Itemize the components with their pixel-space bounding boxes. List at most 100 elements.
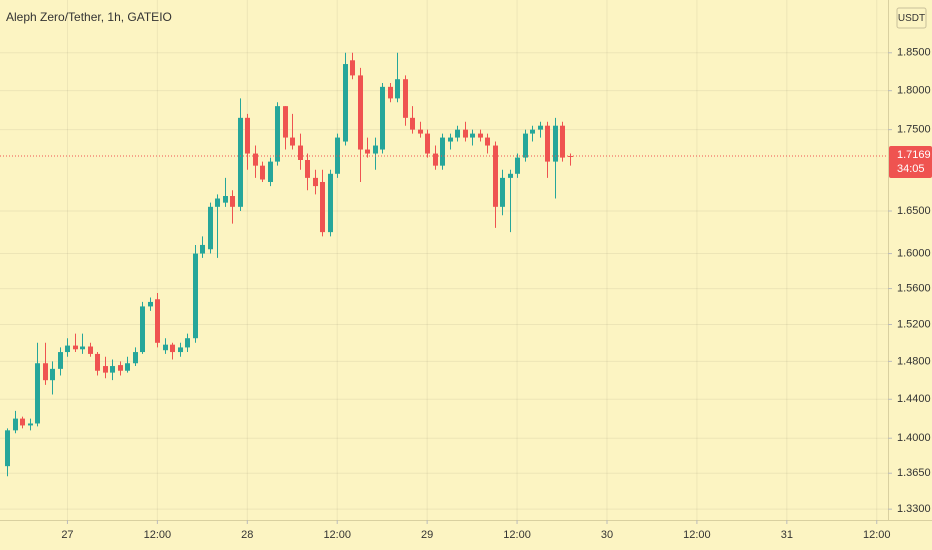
candle-body [478,133,483,138]
unit-label[interactable]: USDT [898,13,925,24]
y-tick-label: 1.4800 [897,355,931,367]
candle-body [403,79,408,118]
candle-body [185,338,190,348]
candle-body [275,106,280,162]
candle-body [20,418,25,426]
candle-body [268,161,273,182]
candle-body [538,125,543,130]
candle-body [553,125,558,162]
candle-body [253,153,258,166]
y-tick-label: 1.8000 [897,85,931,97]
candle-body [140,306,145,353]
candle-body [35,363,40,424]
candle-body [50,368,55,381]
candle-body [80,346,85,350]
x-tick-label: 12:00 [683,529,711,541]
candle-body [440,137,445,166]
candle-body [163,344,168,351]
candle-body [560,125,565,158]
y-tick-label: 1.4000 [897,432,931,444]
candle-body [73,345,78,350]
candle-body [65,345,70,353]
candle-body [433,153,438,166]
candle-body [418,129,423,134]
candle-body [343,64,348,142]
candle-body [425,133,430,154]
x-tick-label: 28 [241,529,253,541]
last-price-box [889,146,932,179]
candle-body [500,177,505,207]
y-tick-label: 1.5600 [897,282,931,294]
candle-body [208,206,213,250]
candle-body [320,181,325,233]
candle-body [545,125,550,162]
candle-body [103,366,108,373]
candle-body [170,344,175,353]
y-tick-label: 1.3650 [897,467,931,479]
candle-body [305,160,310,178]
candle-body [223,196,228,203]
candle-body [358,75,363,150]
candle-body [373,145,378,154]
candle-body [530,129,535,134]
y-tick-label: 1.4400 [897,393,931,405]
candle-body [523,133,528,158]
candle-body [95,353,100,371]
chart-title: Aleph Zero/Tether, 1h, GATEIO [6,10,172,24]
candle-body [395,79,400,99]
candle-body [448,137,453,142]
x-tick-label: 29 [421,529,433,541]
y-tick-label: 1.5200 [897,318,931,330]
candle-body [410,117,415,130]
candle-body [118,365,123,371]
x-tick-label: 12:00 [863,529,891,541]
candle-body [365,149,370,154]
candle-body [508,173,513,178]
candle-body [133,352,138,364]
x-tick-label: 12:00 [144,529,172,541]
y-tick-label: 1.6000 [897,247,931,259]
x-tick-label: 27 [61,529,73,541]
candle-body [515,157,520,174]
candle-body [290,137,295,146]
x-tick-label: 12:00 [503,529,531,541]
candle-body [200,244,205,254]
y-tick-label: 1.6500 [897,205,931,217]
candle-body [238,117,243,207]
candle-body [455,129,460,138]
candle-body [388,86,393,99]
candle-body [350,60,355,76]
candle-body [283,106,288,138]
candle-body [110,366,115,373]
candle-body [215,198,220,207]
candle-body [5,430,10,467]
countdown-label: 34:05 [897,163,925,175]
candle-body [178,347,183,353]
candle-body [328,173,333,233]
candle-body [298,145,303,161]
candle-body [245,117,250,154]
candle-body [463,129,468,138]
candle-body [13,418,18,431]
candle-body [88,346,93,354]
grid [0,0,888,520]
candle-body [43,363,48,381]
last-price-label: 1.7169 [897,149,931,161]
candle-body [493,145,498,207]
candle-body [260,165,265,180]
x-tick-label: 30 [601,529,613,541]
candle-body [335,137,340,174]
y-tick-label: 1.7500 [897,124,931,136]
candle-body [380,86,385,150]
candle-body [148,301,153,307]
y-tick-label: 1.8500 [897,47,931,59]
candle-body [313,177,318,187]
candle-body [58,352,63,369]
x-tick-label: 12:00 [323,529,351,541]
candle-body [155,299,160,343]
candle-body [28,423,33,426]
unit-box[interactable] [896,7,927,29]
